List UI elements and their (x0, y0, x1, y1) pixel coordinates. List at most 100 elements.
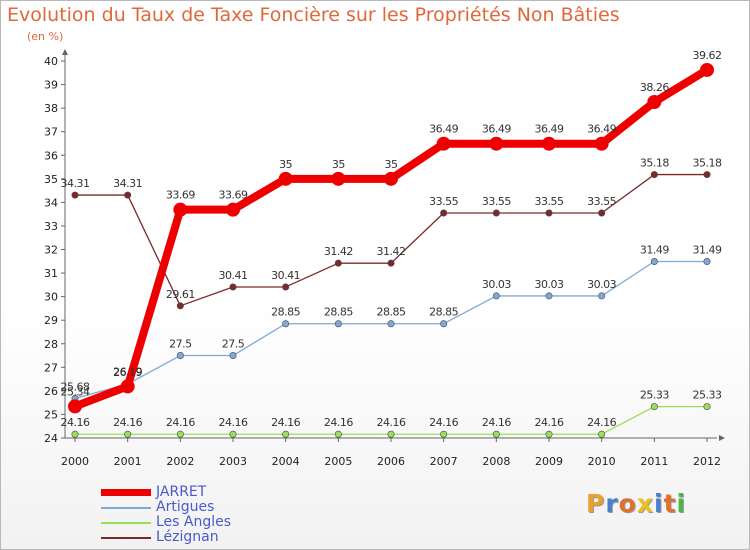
data-point (647, 94, 662, 109)
data-label: 38.26 (640, 81, 669, 94)
logo-letter: i (654, 489, 664, 518)
x-tick-label: 2012 (693, 455, 721, 468)
data-point (598, 292, 606, 300)
data-label: 36.49 (429, 123, 458, 136)
data-label: 33.55 (482, 195, 511, 208)
data-label: 28.85 (377, 306, 406, 319)
y-tick-label: 32 (44, 244, 58, 257)
data-label: 28.85 (324, 306, 353, 319)
data-label: 24.16 (271, 416, 300, 429)
y-tick-label: 28 (44, 338, 58, 351)
x-tick-label: 2008 (482, 455, 510, 468)
data-label: 33.69 (166, 189, 195, 202)
data-label: 25.68 (61, 380, 90, 393)
data-point (492, 209, 500, 217)
data-label: 31.49 (640, 244, 669, 257)
data-point (545, 209, 553, 217)
logo-letter: o (618, 489, 637, 518)
x-axis-arrow (719, 435, 725, 441)
logo-letter: t (663, 489, 677, 518)
y-tick-label: 39 (44, 79, 58, 92)
data-label: 24.16 (429, 416, 458, 429)
x-tick-label: 2009 (535, 455, 563, 468)
data-point (387, 259, 395, 267)
data-point (226, 202, 240, 217)
x-tick-label: 2004 (272, 455, 300, 468)
data-point (440, 209, 448, 217)
data-point (545, 292, 553, 300)
data-point (173, 202, 188, 217)
data-point (598, 430, 606, 438)
data-label: 24.16 (482, 416, 511, 429)
data-label: 24.16 (377, 416, 406, 429)
data-label: 27.5 (169, 338, 192, 351)
y-tick-label: 30 (44, 291, 58, 304)
x-tick-label: 2005 (324, 455, 352, 468)
data-point (650, 403, 658, 411)
y-tick-label: 24 (44, 432, 58, 445)
x-tick-label: 2001 (114, 455, 142, 468)
y-tick-label: 36 (44, 149, 58, 162)
data-point (334, 430, 342, 438)
data-label: 29.61 (166, 288, 195, 301)
data-point (387, 430, 395, 438)
data-label: 36.49 (587, 123, 616, 136)
y-tick-label: 33 (44, 220, 58, 233)
data-label: 25.33 (640, 389, 669, 402)
y-axis-arrow (62, 49, 68, 55)
data-point (492, 430, 500, 438)
y-tick-label: 35 (44, 173, 58, 186)
data-point (650, 171, 658, 179)
legend-swatch-les-angles (101, 522, 151, 524)
legend-label-les-angles: Les Angles (156, 514, 232, 530)
x-tick-label: 2011 (640, 455, 668, 468)
data-label: 39.62 (693, 49, 722, 62)
x-tick-label: 2007 (430, 455, 458, 468)
data-label: 25.33 (693, 389, 722, 402)
data-point (700, 62, 714, 77)
data-point (176, 352, 184, 360)
data-label: 24.16 (219, 416, 248, 429)
data-label: 24.16 (587, 416, 616, 429)
y-tick-label: 34 (44, 196, 58, 209)
data-point (282, 320, 290, 328)
data-point (387, 320, 395, 328)
legend-swatch-jarret (101, 489, 151, 496)
data-point (120, 379, 135, 394)
data-point (282, 283, 290, 291)
data-label: 35.18 (640, 157, 669, 170)
data-label: 31.49 (693, 244, 722, 257)
data-label: 31.42 (377, 245, 406, 258)
data-point (229, 430, 237, 438)
data-label: 35 (279, 158, 292, 171)
data-label: 36.49 (535, 123, 564, 136)
x-tick-label: 2010 (588, 455, 616, 468)
data-label: 30.03 (535, 278, 564, 291)
logo-letter: i (676, 489, 687, 518)
data-point (331, 171, 346, 186)
data-point (440, 430, 448, 438)
y-tick-label: 29 (44, 314, 58, 327)
data-label: 28.85 (429, 306, 458, 319)
y-tick-label: 38 (44, 102, 58, 115)
data-point (229, 352, 237, 360)
data-label: 35 (332, 158, 345, 171)
data-label: 35.18 (693, 157, 722, 170)
data-point (124, 191, 132, 199)
data-label: 25.34 (61, 385, 90, 398)
x-tick-label: 2006 (377, 455, 405, 468)
data-point (278, 171, 293, 186)
data-point (229, 283, 237, 291)
data-point (703, 258, 711, 266)
data-point (334, 320, 342, 328)
y-tick-label: 25 (44, 408, 58, 421)
data-point (334, 259, 342, 267)
y-tick-label: 27 (44, 361, 58, 374)
logo-letter: P (586, 489, 606, 518)
data-point (542, 136, 556, 151)
data-label: 33.55 (587, 195, 616, 208)
data-point (176, 302, 184, 310)
data-point (282, 430, 290, 438)
data-label: 24.16 (166, 416, 195, 429)
data-label: 24.16 (535, 416, 564, 429)
